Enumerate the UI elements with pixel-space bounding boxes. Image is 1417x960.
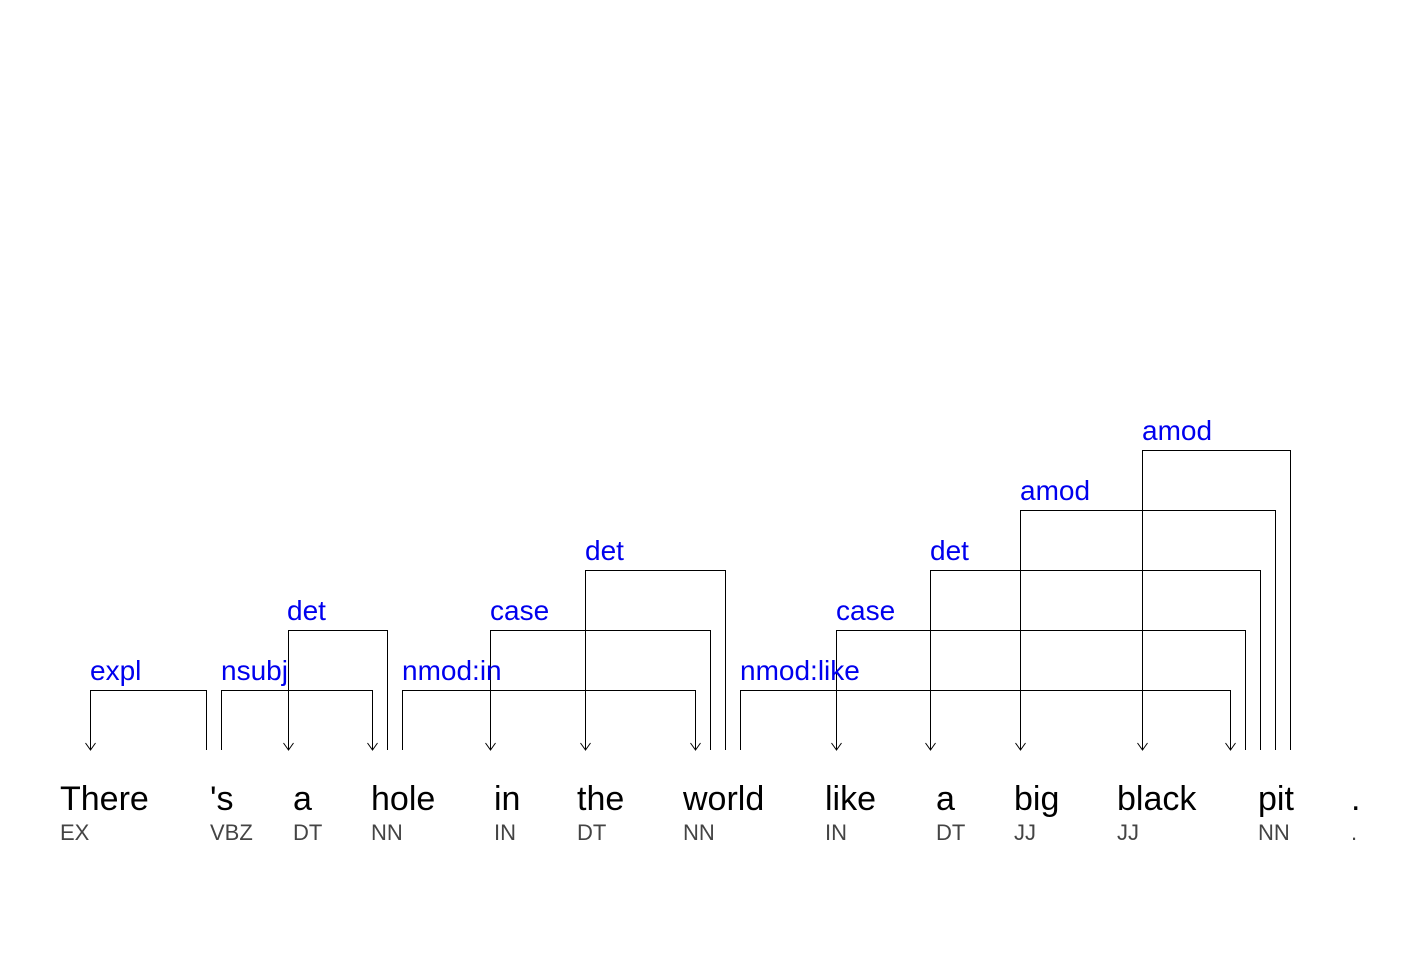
dependency-arcs xyxy=(85,450,1291,751)
relation-label: nmod:in xyxy=(402,655,502,686)
arrowhead-icon xyxy=(85,742,96,751)
dependency-arc-nmod-in xyxy=(402,690,696,750)
arrowhead-icon xyxy=(925,742,936,751)
token-pos-tag: . xyxy=(1351,820,1357,845)
relation-label: nmod:like xyxy=(740,655,860,686)
arrowhead-icon xyxy=(831,742,842,751)
relation-label: nsubj xyxy=(221,655,288,686)
relation-label: case xyxy=(836,595,895,626)
token-word: big xyxy=(1014,780,1059,818)
token-pos-tag: IN xyxy=(494,820,516,845)
token-word: pit xyxy=(1258,780,1294,818)
token-word: black xyxy=(1117,780,1197,818)
arrowhead-icon xyxy=(690,742,701,751)
token-pos-tag: NN xyxy=(371,820,403,845)
relation-label: det xyxy=(585,535,624,566)
token-row: ThereEX'sVBZaDTholeNNinINtheDTworldNNlik… xyxy=(60,780,1360,845)
token-word: world xyxy=(682,780,764,818)
dependency-labels: expl nsubj det nmod:in case det nmod:like case d… xyxy=(90,415,1212,686)
dependency-arc-amod xyxy=(1142,450,1291,750)
token-word: the xyxy=(577,780,624,818)
relation-label: amod xyxy=(1020,475,1090,506)
arrowhead-icon xyxy=(1225,742,1236,751)
arrowhead-icon xyxy=(367,742,378,751)
token-pos-tag: DT xyxy=(936,820,965,845)
relation-label: det xyxy=(287,595,326,626)
token-word: 's xyxy=(210,780,234,818)
dependency-arc-det xyxy=(585,570,726,750)
relation-label: expl xyxy=(90,655,141,686)
token-word: in xyxy=(494,780,520,818)
relation-label: case xyxy=(490,595,549,626)
dependency-arc-amod xyxy=(1020,510,1276,750)
dependency-arc-nmod-like xyxy=(740,690,1231,750)
token-pos-tag: DT xyxy=(293,820,322,845)
token-word: a xyxy=(936,780,955,818)
relation-label: det xyxy=(930,535,969,566)
dependency-arc-det xyxy=(930,570,1261,750)
token-pos-tag: NN xyxy=(1258,820,1290,845)
arrowhead-icon xyxy=(1137,742,1148,751)
dependency-arc-det xyxy=(288,630,388,750)
arrowhead-icon xyxy=(580,742,591,751)
token-pos-tag: JJ xyxy=(1117,820,1139,845)
token-pos-tag: NN xyxy=(683,820,715,845)
token-pos-tag: DT xyxy=(577,820,606,845)
dependency-arc-case xyxy=(836,630,1246,750)
relation-label: amod xyxy=(1142,415,1212,446)
token-word: hole xyxy=(371,780,435,818)
dependency-arc-nsubj xyxy=(221,690,373,750)
arrowhead-icon xyxy=(283,742,294,751)
token-pos-tag: IN xyxy=(825,820,847,845)
arrowhead-icon xyxy=(1015,742,1026,751)
token-word: like xyxy=(825,780,876,818)
token-pos-tag: JJ xyxy=(1014,820,1036,845)
token-word: a xyxy=(293,780,312,818)
dependency-arc-case xyxy=(490,630,711,750)
token-pos-tag: VBZ xyxy=(210,820,253,845)
token-word: . xyxy=(1351,780,1360,818)
dependency-arc-expl xyxy=(90,690,207,750)
arrowhead-icon xyxy=(485,742,496,751)
token-word: There xyxy=(60,780,149,818)
token-pos-tag: EX xyxy=(60,820,90,845)
